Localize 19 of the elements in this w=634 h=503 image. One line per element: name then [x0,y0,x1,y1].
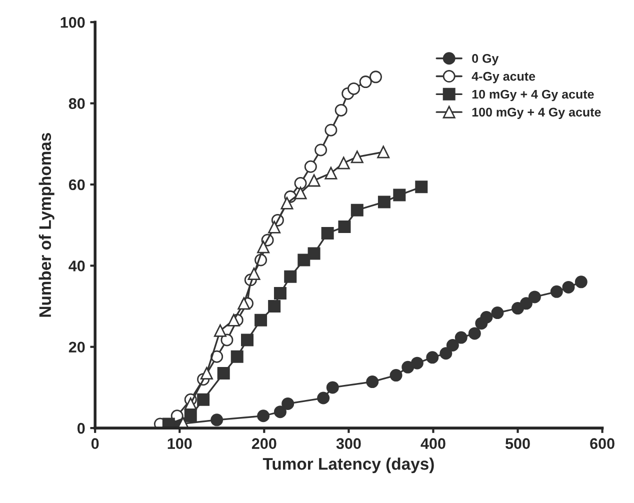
x-axis-title: Tumor Latency (days) [262,458,434,474]
x-tick-label: 400 [420,438,446,449]
x-tick-label: 200 [252,438,276,449]
x-tick-label: 100 [168,438,192,449]
x-tick-label: 0 [91,438,99,449]
y-tick-label: 40 [68,260,85,272]
legend-label: 0 Gy [472,54,499,66]
legend-label: 10 mGy + 4 Gy acute [472,90,594,102]
x-tick-label: 600 [590,438,614,449]
x-tick-label: 500 [505,438,530,449]
x-tick-label: 300 [336,438,361,450]
y-axis-title: Number of Lymphomas [38,133,54,317]
y-tick-label: 0 [77,422,85,434]
y-tick-label: 20 [68,342,85,353]
y-tick-label: 60 [68,179,85,190]
legend-label: 4-Gy acute [472,72,536,84]
legend-label: 100 mGy + 4 Gy acute [472,108,601,120]
y-tick-label: 100 [60,17,85,28]
y-tick-label: 80 [68,98,85,109]
